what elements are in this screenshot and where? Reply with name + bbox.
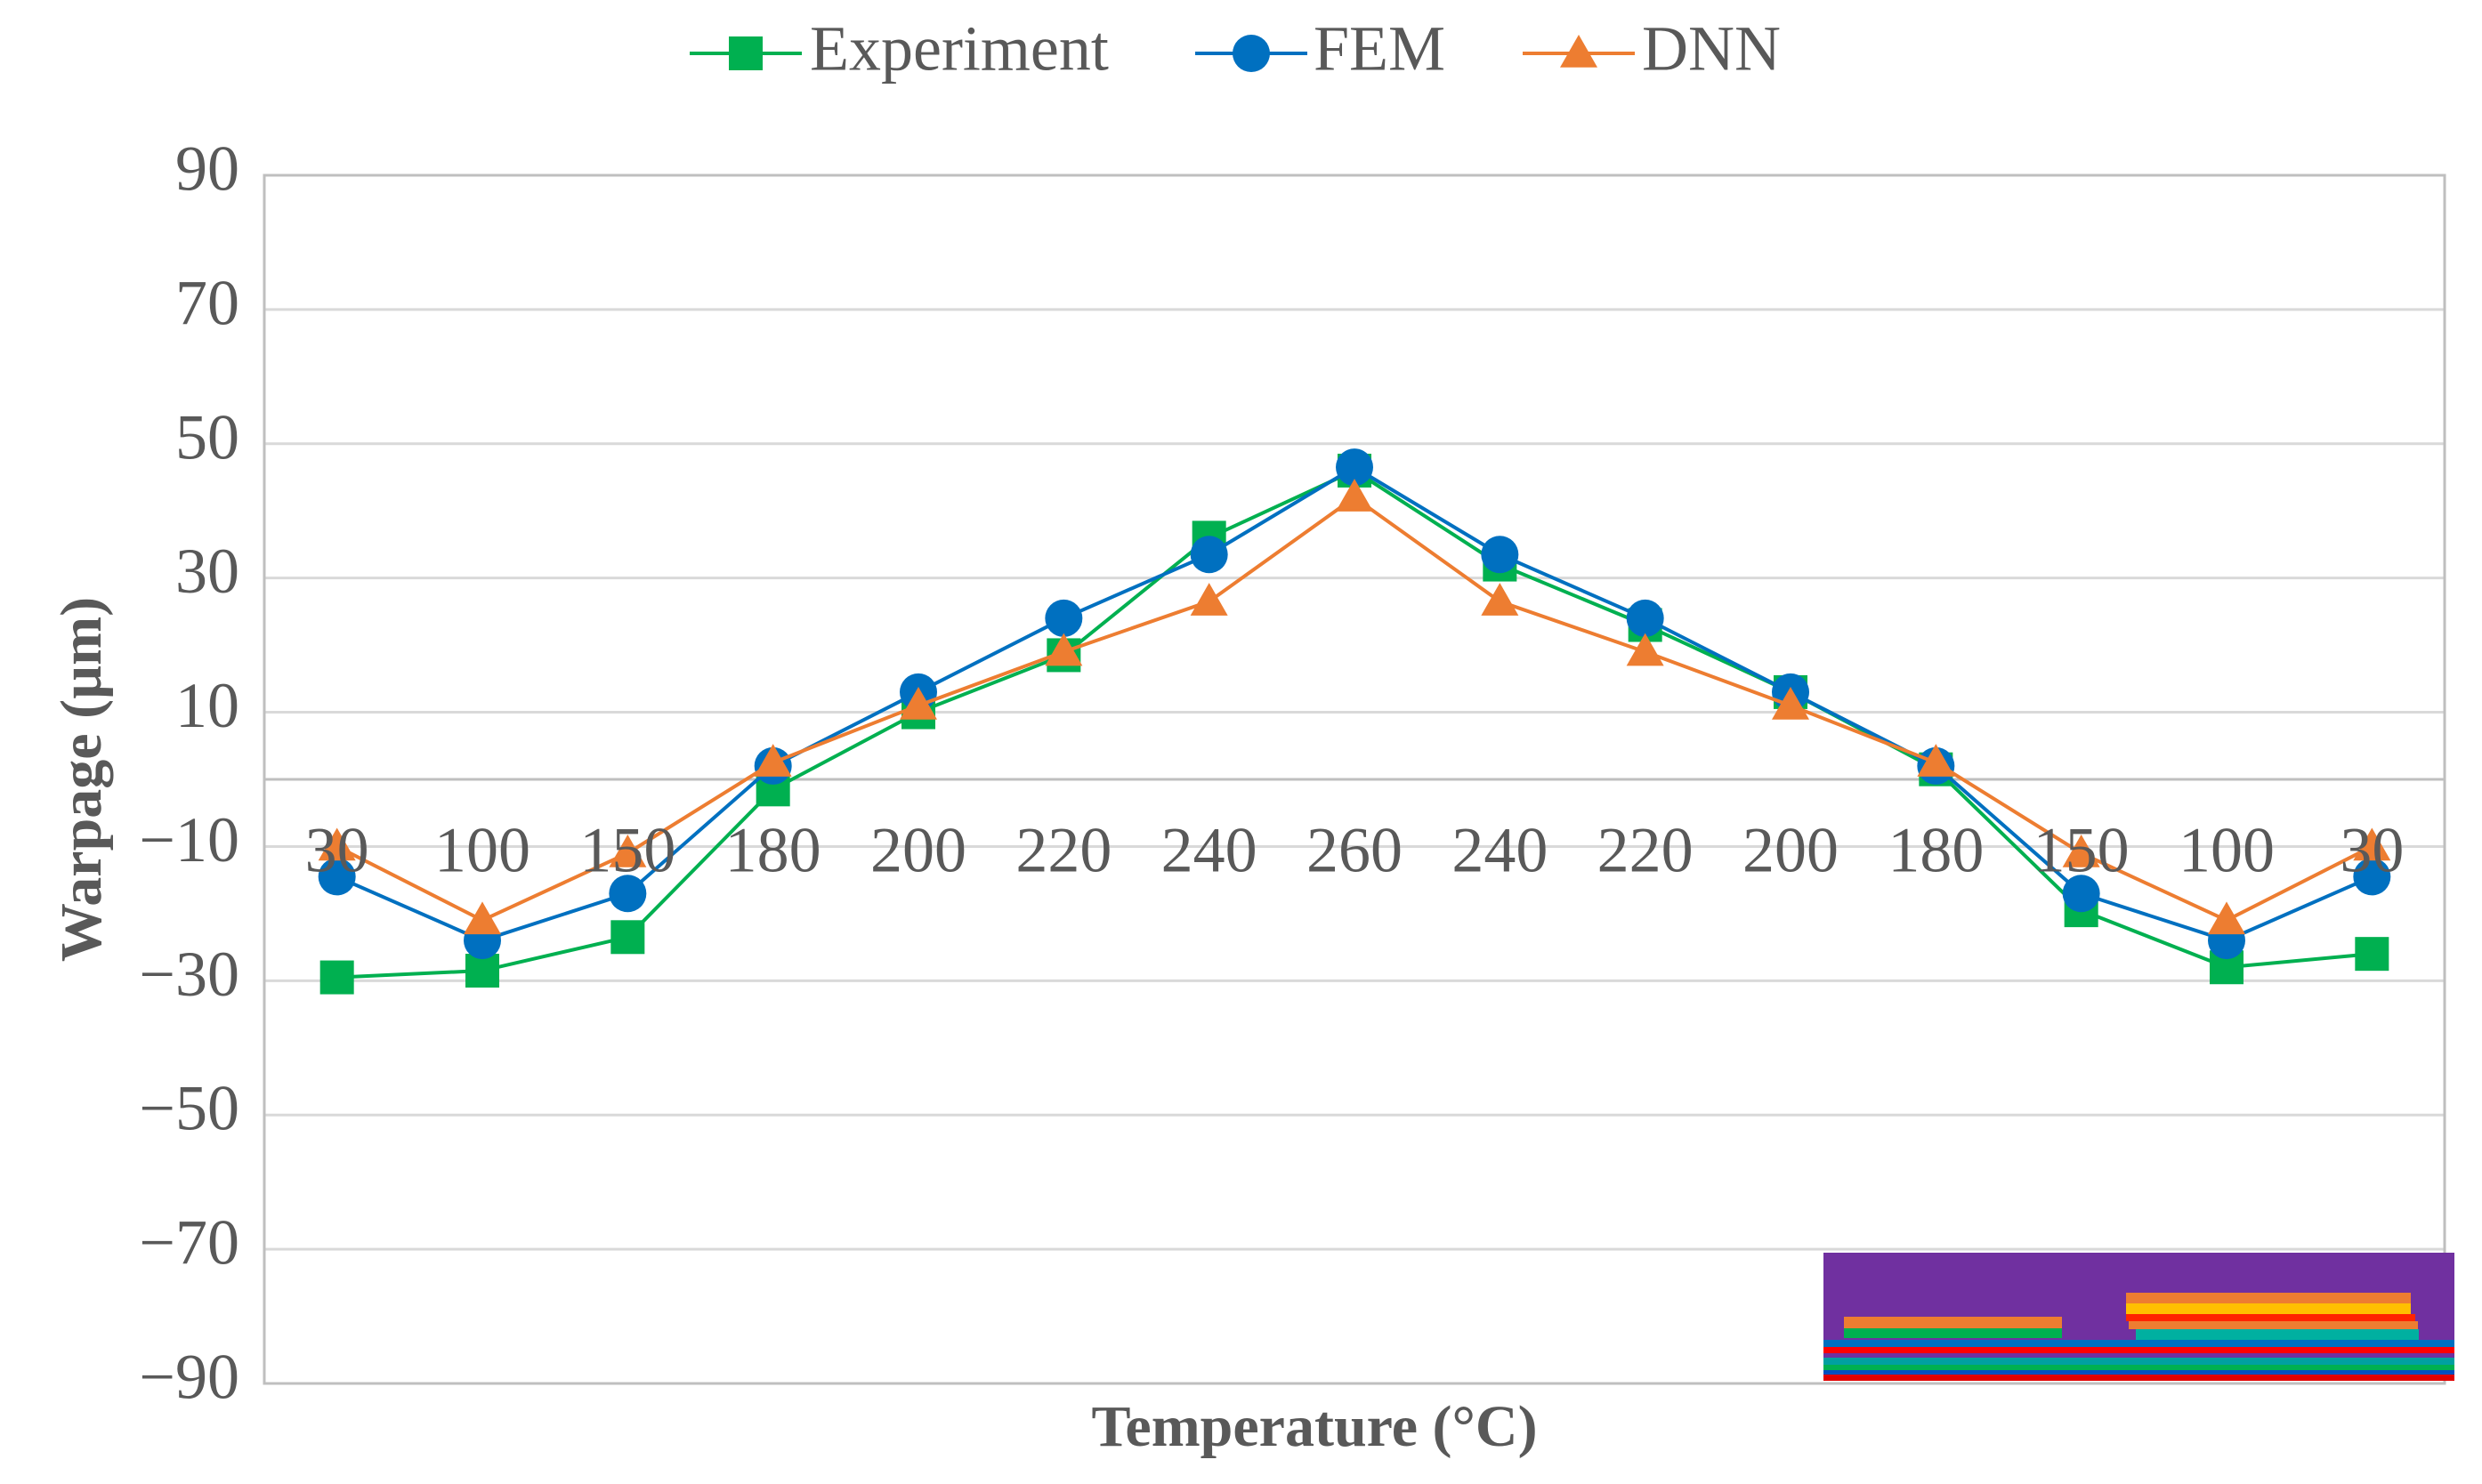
x-category-label: 200 xyxy=(870,815,966,886)
y-tick-label: −50 xyxy=(139,1073,239,1144)
legend-item-fem: FEM xyxy=(1195,13,1445,85)
experiment-marker xyxy=(319,960,354,995)
y-tick-label: 50 xyxy=(175,401,239,472)
fem-marker xyxy=(1336,448,1373,487)
inset-chip-left-orange xyxy=(1844,1317,2062,1328)
legend: Experiment FEM DNN xyxy=(690,13,1781,85)
fem-marker xyxy=(1190,536,1228,574)
fem-marker xyxy=(1045,599,1083,637)
category-label-layer: 30 100 150 180 200 220 240 260 240 220 200 180 150 10… xyxy=(305,815,2405,886)
experiment-marker xyxy=(610,920,645,955)
y-axis-title: Warpage (µm) xyxy=(49,597,114,962)
legend-label: DNN xyxy=(1642,13,1781,85)
package-cross-section-inset xyxy=(1823,1253,2454,1381)
inset-layer-red xyxy=(1823,1347,2454,1353)
series-dnn xyxy=(318,479,2391,935)
inset-chip-left-green xyxy=(1844,1328,2062,1338)
dnn-marker xyxy=(1626,633,1664,666)
inset-layer-blue-2 xyxy=(1823,1370,2454,1375)
x-category-label: 150 xyxy=(2033,815,2130,886)
x-category-label: 200 xyxy=(1742,815,1839,886)
inset-layer-purple xyxy=(1823,1353,2454,1358)
dnn-marker xyxy=(754,744,792,777)
fem-marker xyxy=(1481,536,1519,574)
dnn-marker xyxy=(2208,901,2245,935)
inset-layer-green xyxy=(1823,1365,2454,1370)
legend-label: Experiment xyxy=(810,13,1109,85)
x-category-label: 100 xyxy=(2179,815,2275,886)
dnn-marker xyxy=(1190,583,1228,616)
inset-chip-right-orange-2 xyxy=(2129,1321,2418,1329)
legend-item-experiment: Experiment xyxy=(690,13,1109,85)
inset-chip-right-orange xyxy=(2126,1293,2411,1303)
legend-item-dnn: DNN xyxy=(1523,13,1781,85)
dnn-marker xyxy=(2353,827,2391,861)
y-tick-label: 10 xyxy=(175,670,239,741)
x-category-label: 220 xyxy=(1015,815,1112,886)
x-category-label: 220 xyxy=(1597,815,1694,886)
dnn-marker xyxy=(609,834,647,867)
dnn-marker xyxy=(900,687,937,720)
y-tick-label: 90 xyxy=(175,133,239,205)
tick-layer: 90 70 50 30 10 −10 −30 −50 −70 −90 xyxy=(139,133,239,1413)
x-category-label: 30 xyxy=(305,815,369,886)
experiment-marker xyxy=(729,36,763,70)
x-category-label: 240 xyxy=(1451,815,1548,886)
y-tick-label: 30 xyxy=(175,536,239,607)
y-tick-label: 70 xyxy=(175,267,239,338)
dnn-marker xyxy=(464,901,501,935)
y-tick-label: −10 xyxy=(139,804,239,875)
y-tick-label: −70 xyxy=(139,1207,239,1278)
x-axis-title: Temperature (°C) xyxy=(1091,1394,1537,1459)
y-tick-label: −90 xyxy=(139,1342,239,1413)
series-experiment xyxy=(319,453,2389,995)
x-category-label: 240 xyxy=(1161,815,1257,886)
y-tick-label: −30 xyxy=(139,939,239,1010)
dnn-marker xyxy=(1336,479,1373,512)
dnn-marker xyxy=(2062,834,2100,867)
experiment-marker xyxy=(2355,937,2389,972)
inset-layer-red-2 xyxy=(1823,1375,2454,1381)
dnn-marker xyxy=(1772,687,1809,720)
experiment-marker xyxy=(465,954,499,988)
inset-layer-blue xyxy=(1823,1340,2454,1347)
x-category-label: 180 xyxy=(725,815,821,886)
series-layer xyxy=(318,448,2391,995)
fem-marker xyxy=(1233,35,1270,72)
dnn-marker xyxy=(1045,633,1083,666)
plot-area-border xyxy=(263,173,2446,1385)
x-category-label: 100 xyxy=(434,815,530,886)
x-category-label: 30 xyxy=(2340,815,2404,886)
dnn-marker xyxy=(1560,35,1597,68)
inset-chip-right-yellow xyxy=(2126,1303,2411,1314)
legend-label: FEM xyxy=(1314,13,1445,85)
dnn-marker xyxy=(1917,744,1955,777)
dnn-marker xyxy=(1481,583,1519,616)
x-category-label: 150 xyxy=(579,815,675,886)
inset-chip-right-red xyxy=(2126,1314,2415,1321)
inset-chip-right-teal xyxy=(2136,1329,2419,1340)
x-category-label: 260 xyxy=(1306,815,1403,886)
fem-marker xyxy=(609,875,647,913)
x-category-label: 180 xyxy=(1888,815,1984,886)
fem-marker xyxy=(318,858,356,896)
fem-marker xyxy=(2353,858,2391,896)
dnn-marker xyxy=(318,827,356,861)
fem-marker xyxy=(2062,875,2100,913)
inset-layer-teal xyxy=(1823,1358,2454,1365)
fem-marker xyxy=(1626,599,1664,637)
